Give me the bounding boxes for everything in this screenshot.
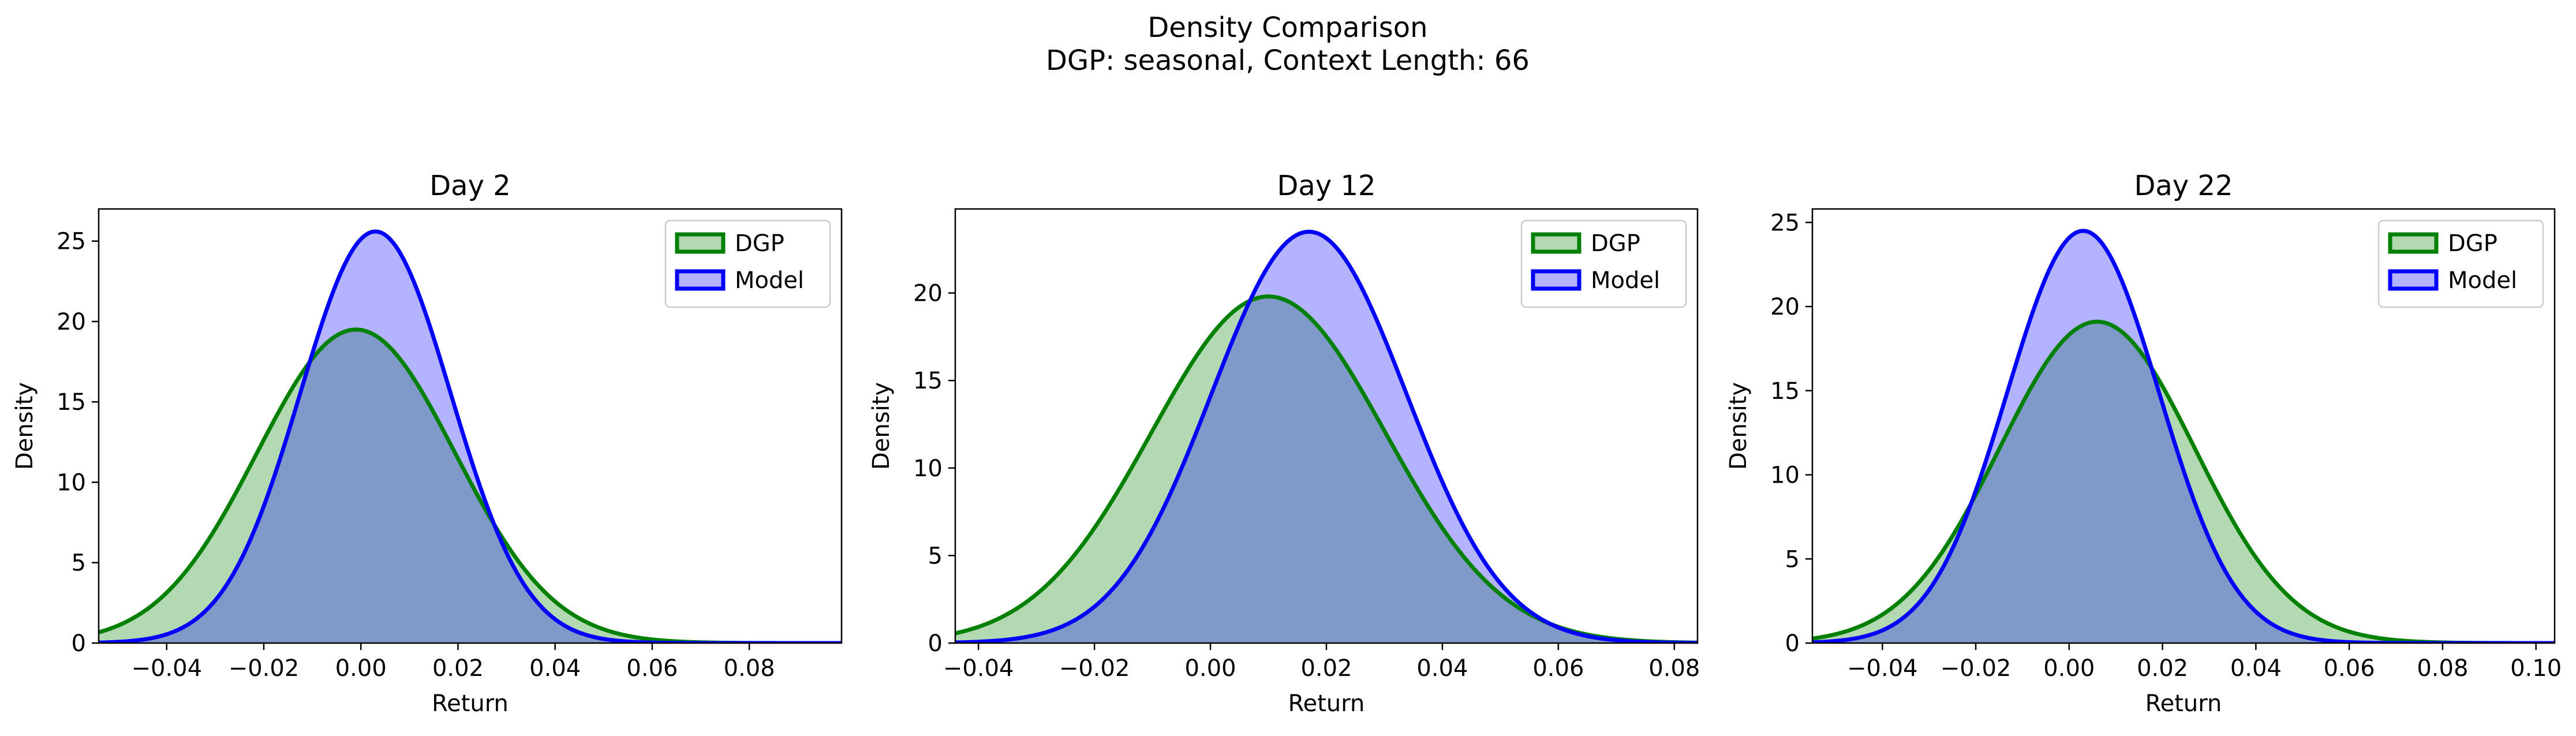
overlap-fill <box>1812 322 2555 643</box>
plot-area <box>99 229 842 643</box>
subplot-title: Day 2 <box>429 170 511 202</box>
x-tick-label: 0.06 <box>626 655 678 682</box>
x-tick-label: −0.04 <box>131 655 202 682</box>
model-density-line <box>955 229 1698 643</box>
model-legend-swatch <box>1531 269 1582 291</box>
x-tick-label: 0.02 <box>1300 655 1352 682</box>
x-axis-label: Return <box>1288 690 1365 717</box>
y-axis-label: Density <box>868 382 895 470</box>
subplot-1: −0.04 −0.02 0.00 0.02 0.04 0.06 0.08 0 5 10 15 20 25… <box>12 170 843 717</box>
x-tick-label: 0.00 <box>2043 655 2095 682</box>
x-tick-label: 0.08 <box>724 655 775 682</box>
x-tick-label: 0.10 <box>2510 655 2562 682</box>
model-legend-swatch <box>2388 269 2439 291</box>
y-tick-label: 15 <box>913 368 943 394</box>
y-tick-label: 15 <box>1770 378 1800 405</box>
subplot-title: Day 12 <box>1277 170 1375 202</box>
overlap-fill <box>955 296 1698 643</box>
legend: DGP Model <box>2377 219 2544 308</box>
x-tick-label: 0.00 <box>1185 655 1236 682</box>
x-tick-label: −0.04 <box>943 655 1014 682</box>
x-tick-label: 0.04 <box>529 655 581 682</box>
axes-frame <box>98 208 843 644</box>
y-tick-label: 5 <box>928 543 943 569</box>
y-tick-label: 0 <box>72 630 86 657</box>
y-tick-label: 25 <box>57 229 86 255</box>
model-legend-label: Model <box>735 267 804 294</box>
y-tick-label: 0 <box>928 630 943 657</box>
x-tick-label: 0.06 <box>1532 655 1584 682</box>
dgp-legend-label: DGP <box>1591 230 1640 257</box>
x-tick-label: −0.02 <box>1941 655 2012 682</box>
x-tick-label: 0.06 <box>2324 655 2375 682</box>
x-tick-label: 0.08 <box>1648 655 1700 682</box>
axes-frame <box>1811 208 2556 644</box>
y-tick-label: 20 <box>1770 294 1800 320</box>
y-tick-label: 20 <box>913 281 943 307</box>
legend: DGP Model <box>1520 219 1687 308</box>
y-tick-label: 15 <box>57 389 86 416</box>
x-tick-label: −0.02 <box>229 655 300 682</box>
model-legend-label: Model <box>1591 267 1660 294</box>
overlap-fill <box>99 329 842 643</box>
y-axis-label: Density <box>1725 382 1752 470</box>
figure-subtitle: DGP: seasonal, Context Length: 66 <box>1046 44 1530 77</box>
x-tick-label: 0.02 <box>2137 655 2188 682</box>
dgp-legend-swatch <box>675 232 726 254</box>
dgp-legend-swatch <box>1531 232 1582 254</box>
subplot-3: −0.04 −0.02 0.00 0.02 0.04 0.06 0.08 0.10 0 5 10 15… <box>1725 170 2562 717</box>
y-tick-label: 20 <box>57 309 86 335</box>
plot-area <box>955 229 1698 643</box>
x-axis-label: Return <box>432 690 509 717</box>
dgp-legend-swatch <box>2388 232 2439 254</box>
figure-title: Density Comparison <box>1147 12 1427 44</box>
y-tick-label: 10 <box>913 455 943 482</box>
y-tick-label: 10 <box>57 469 86 496</box>
x-tick-label: −0.04 <box>1847 655 1918 682</box>
x-tick-label: −0.02 <box>1059 655 1130 682</box>
subplot-2: −0.04 −0.02 0.00 0.02 0.04 0.06 0.08 0 5 10 15 20 Da… <box>868 170 1700 717</box>
model-legend-label: Model <box>2448 267 2517 294</box>
y-tick-label: 0 <box>1785 630 1800 657</box>
subplots: −0.04 −0.02 0.00 0.02 0.04 0.06 0.08 0 5 10 15 20 25… <box>12 170 2562 717</box>
x-tick-label: 0.00 <box>335 655 387 682</box>
x-tick-label: 0.04 <box>1416 655 1468 682</box>
x-tick-label: 0.04 <box>2230 655 2282 682</box>
x-tick-label: 0.02 <box>432 655 484 682</box>
y-tick-label: 25 <box>1770 210 1800 236</box>
dgp-legend-label: DGP <box>2448 230 2498 257</box>
subplot-title: Day 22 <box>2134 170 2233 202</box>
y-axis-label: Density <box>12 382 38 470</box>
legend: DGP Model <box>664 219 831 308</box>
y-tick-label: 5 <box>1785 546 1800 573</box>
y-tick-label: 10 <box>1770 462 1800 489</box>
x-tick-label: 0.08 <box>2417 655 2468 682</box>
y-tick-label: 5 <box>72 550 86 577</box>
dgp-legend-label: DGP <box>735 230 784 257</box>
x-axis-label: Return <box>2145 690 2222 717</box>
model-legend-swatch <box>675 269 726 291</box>
